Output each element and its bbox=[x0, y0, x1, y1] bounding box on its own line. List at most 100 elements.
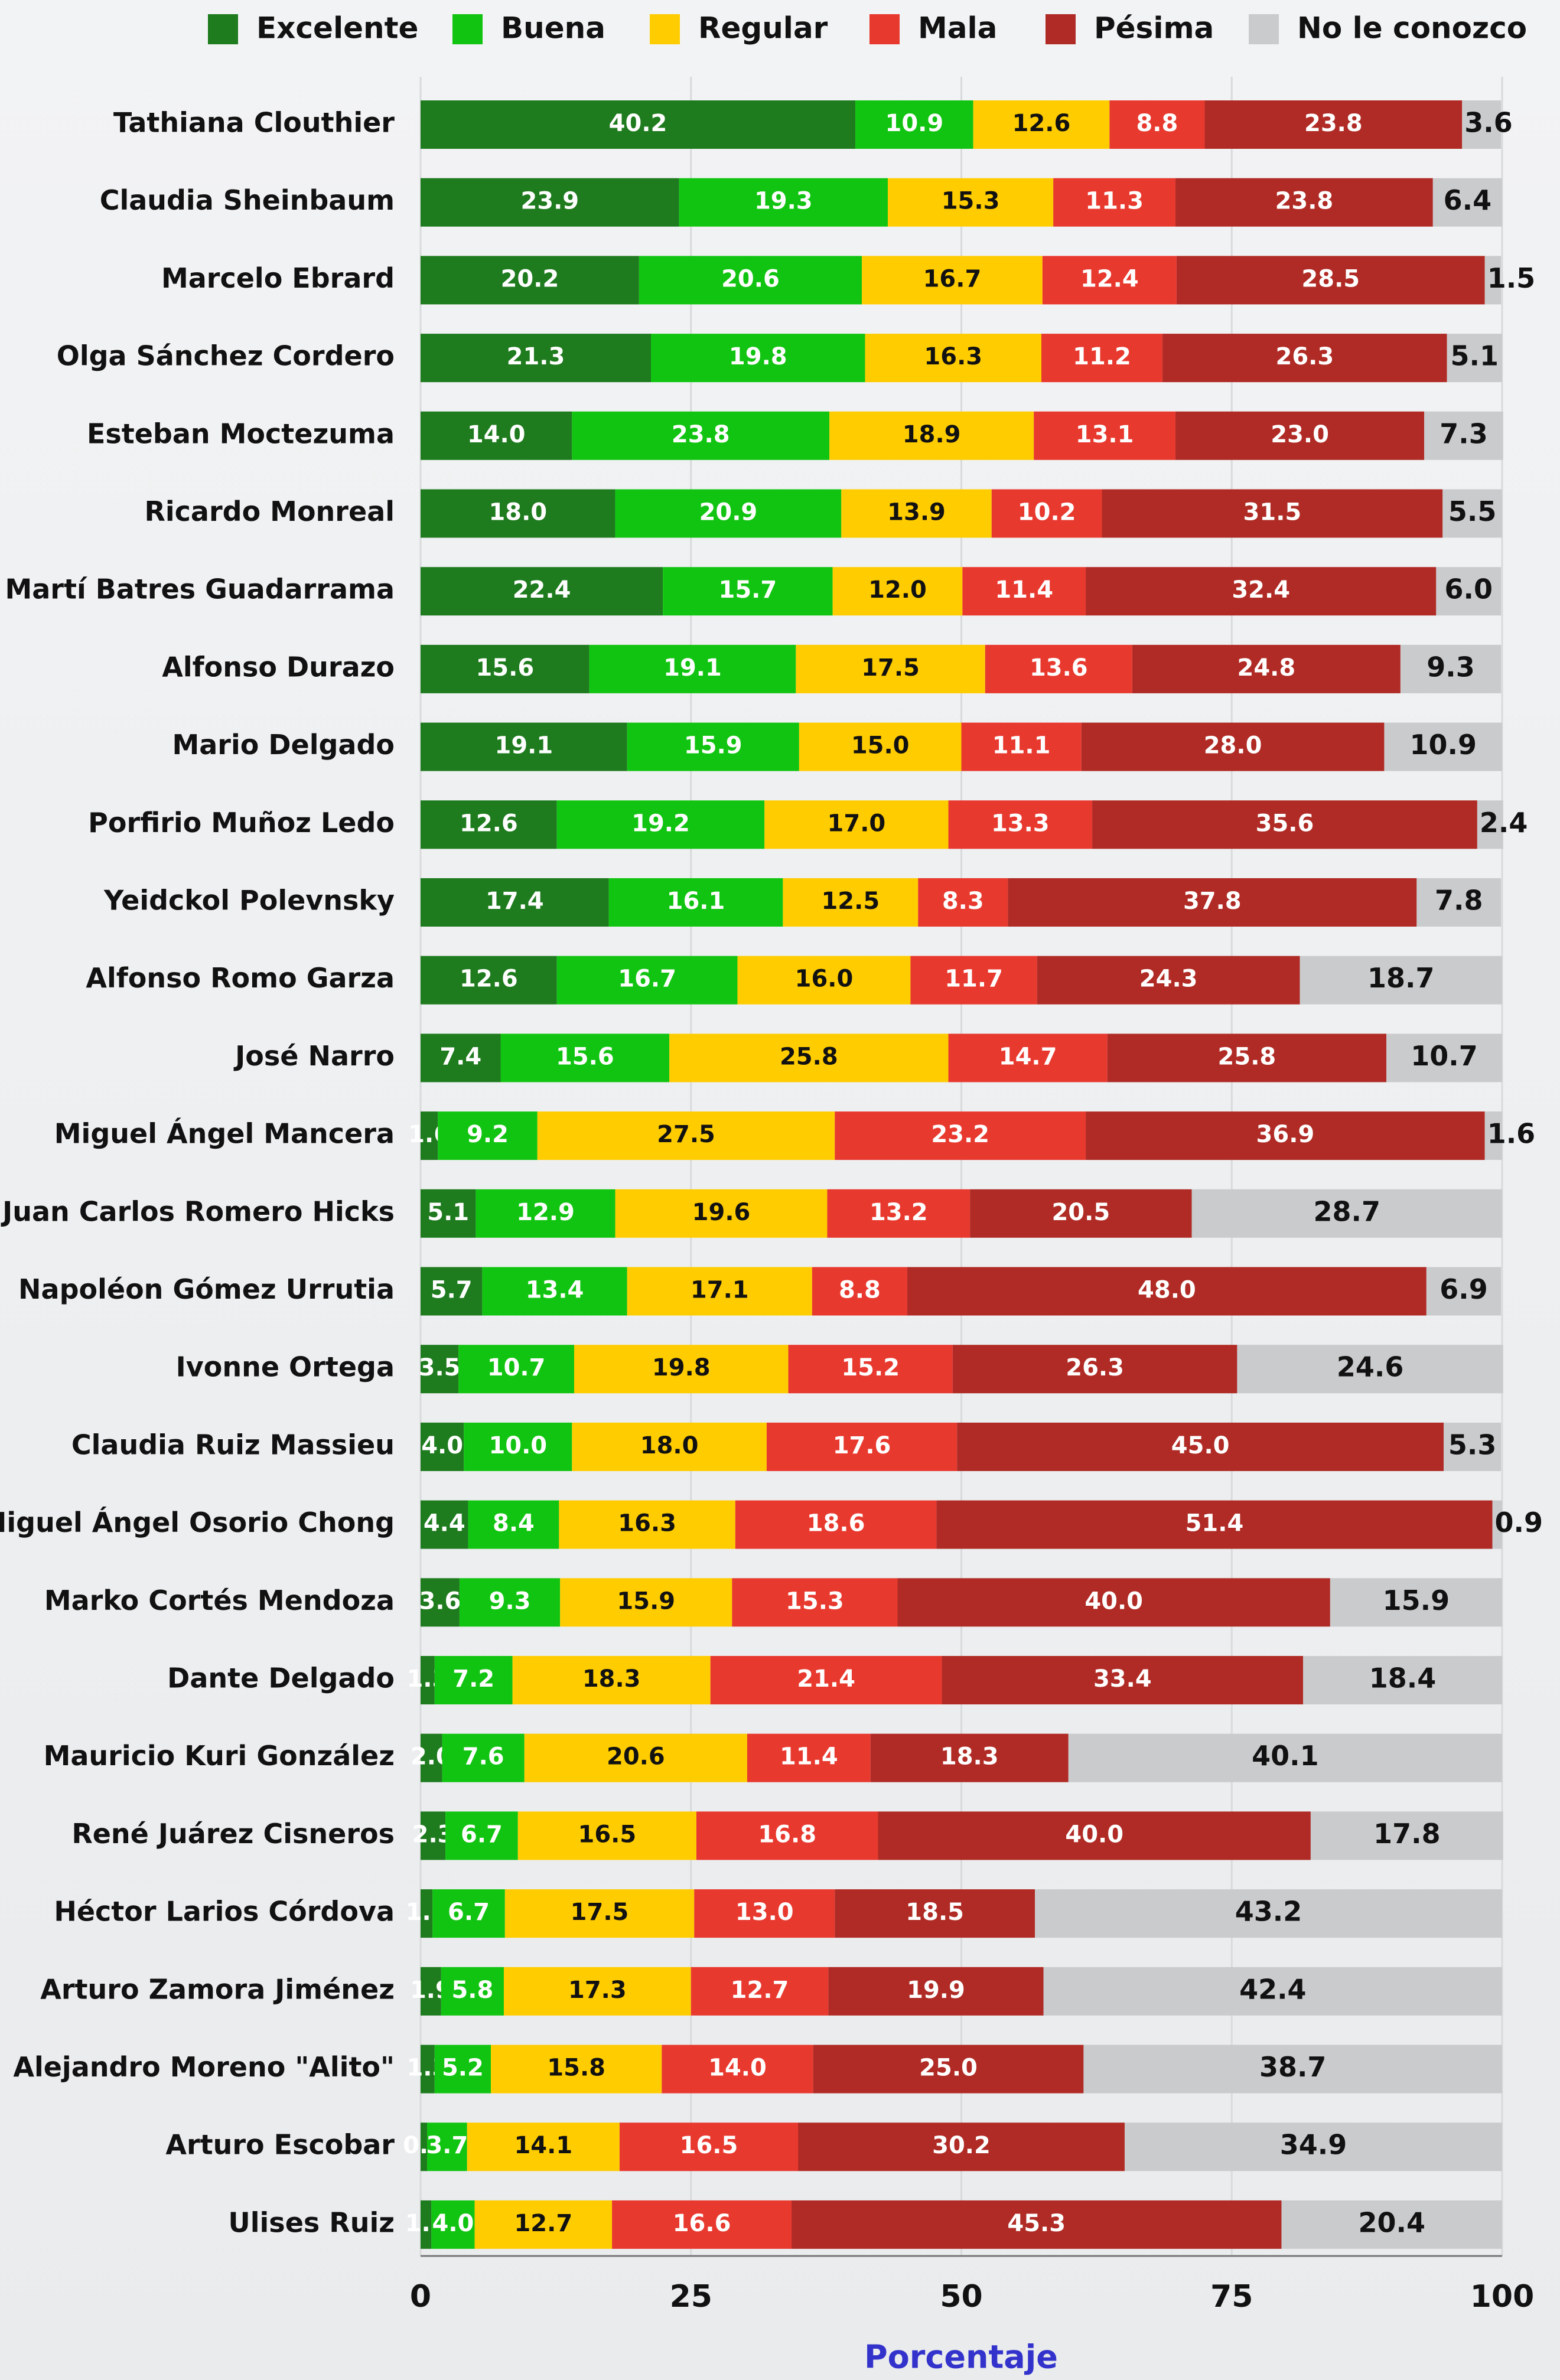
data-label: 19.6 bbox=[692, 1199, 751, 1226]
bar-segment bbox=[556, 800, 765, 849]
bar-segment bbox=[467, 2123, 620, 2172]
bar-segment bbox=[788, 1345, 953, 1394]
data-label: 15.3 bbox=[786, 1587, 844, 1615]
data-label: 7.4 bbox=[439, 1043, 481, 1070]
bar-segment bbox=[468, 1500, 559, 1549]
bar-segment bbox=[434, 2045, 491, 2094]
bar-segment bbox=[1442, 489, 1502, 538]
data-label: 17.3 bbox=[568, 1977, 627, 2004]
data-label: 43.2 bbox=[1235, 1896, 1302, 1928]
bar-segment bbox=[662, 2045, 813, 2094]
data-label: 10.7 bbox=[1411, 1040, 1478, 1072]
data-label: 28.0 bbox=[1204, 732, 1262, 759]
bar-segment bbox=[421, 1111, 438, 1160]
data-label: 40.1 bbox=[1252, 1740, 1319, 1772]
data-label: 18.0 bbox=[488, 499, 547, 526]
legend-swatch bbox=[869, 14, 900, 44]
bar-segment bbox=[421, 1500, 468, 1549]
legend-label: Pésima bbox=[1094, 11, 1214, 45]
data-label: 16.1 bbox=[667, 888, 725, 915]
bar-segment bbox=[421, 1578, 460, 1627]
bar-segment bbox=[835, 1111, 1086, 1160]
data-label: 15.9 bbox=[1383, 1585, 1450, 1616]
data-label: 17.6 bbox=[833, 1432, 891, 1459]
bar-segment bbox=[973, 100, 1110, 149]
legend-label: No le conozco bbox=[1297, 11, 1527, 45]
data-label: 42.4 bbox=[1239, 1973, 1307, 2005]
bar-segment bbox=[537, 1111, 835, 1160]
data-label: 20.5 bbox=[1051, 1199, 1110, 1226]
data-label: 28.7 bbox=[1314, 1195, 1381, 1227]
data-label: 9.2 bbox=[467, 1121, 509, 1148]
bar-segment bbox=[887, 178, 1054, 227]
data-label: 11.3 bbox=[1085, 188, 1144, 215]
data-label: 6.7 bbox=[461, 1821, 503, 1848]
bar-segment bbox=[910, 956, 1037, 1005]
bar-segment bbox=[1081, 722, 1385, 771]
data-label: 45.0 bbox=[1171, 1432, 1230, 1459]
bar-segment bbox=[1041, 334, 1163, 383]
bar-segment bbox=[1237, 1345, 1503, 1394]
bar-segment bbox=[970, 1189, 1192, 1238]
bar-segment bbox=[813, 2045, 1084, 2094]
bar-segment bbox=[421, 1422, 464, 1471]
bar-segment bbox=[1191, 1189, 1502, 1238]
data-label: 24.3 bbox=[1139, 966, 1198, 993]
y-tick-label: Martí Batres Guadarrama bbox=[5, 573, 395, 605]
data-label: 13.3 bbox=[991, 810, 1050, 837]
data-label: 16.0 bbox=[795, 966, 854, 993]
data-label: 15.7 bbox=[719, 576, 777, 604]
data-label: 12.7 bbox=[514, 2210, 572, 2237]
y-tick-label: Napoléon Gómez Urrutia bbox=[18, 1273, 395, 1305]
data-label: 28.5 bbox=[1301, 265, 1360, 292]
y-tick-label: Olga Sánchez Cordero bbox=[57, 340, 395, 372]
data-label: 10.7 bbox=[487, 1354, 546, 1381]
data-label: 17.1 bbox=[691, 1277, 749, 1304]
data-label: 12.6 bbox=[460, 810, 518, 837]
data-label: 6.4 bbox=[1444, 184, 1492, 216]
bar-segment bbox=[421, 489, 615, 538]
bar-segment bbox=[829, 411, 1034, 460]
bar-segment bbox=[1330, 1578, 1502, 1627]
data-label: 11.4 bbox=[780, 1743, 838, 1771]
data-label: 12.6 bbox=[1012, 110, 1071, 137]
bar-segment bbox=[421, 956, 557, 1005]
bar-segment bbox=[1462, 100, 1502, 149]
y-tick-label: Marko Cortés Mendoza bbox=[44, 1585, 395, 1616]
bar-segment bbox=[1083, 2045, 1502, 2094]
bar-segment bbox=[694, 1889, 835, 1938]
data-label: 17.0 bbox=[828, 810, 886, 837]
y-tick-label: Alejandro Moreno "Alito" bbox=[13, 2051, 395, 2083]
bar-segment bbox=[1281, 2200, 1502, 2249]
y-tick-label: Arturo Zamora Jiménez bbox=[40, 1973, 395, 2005]
bar-segment bbox=[559, 1500, 735, 1549]
bar-segment bbox=[482, 1267, 627, 1316]
bar-segment bbox=[1086, 1111, 1485, 1160]
data-label: 19.8 bbox=[652, 1354, 711, 1381]
data-label: 17.5 bbox=[861, 654, 920, 682]
data-label: 14.1 bbox=[514, 2132, 572, 2159]
data-label: 40.0 bbox=[1065, 1821, 1123, 1848]
y-tick-label: Héctor Larios Córdova bbox=[54, 1896, 395, 1928]
data-label: 12.4 bbox=[1080, 265, 1139, 292]
data-label: 32.4 bbox=[1232, 576, 1290, 604]
bar-segment bbox=[798, 2123, 1125, 2172]
data-label: 33.4 bbox=[1093, 1665, 1152, 1693]
data-label: 23.8 bbox=[1304, 110, 1363, 137]
y-tick-label: Yeidckol Polevnsky bbox=[103, 885, 395, 917]
data-label: 13.1 bbox=[1076, 421, 1134, 448]
bar-segment bbox=[907, 1267, 1427, 1316]
bar-segment bbox=[735, 1500, 937, 1549]
data-label: 19.3 bbox=[754, 188, 813, 215]
bar-segment bbox=[878, 1811, 1311, 1860]
bar-segment bbox=[855, 100, 973, 149]
bar-segment bbox=[442, 1733, 525, 1782]
bar-segment bbox=[572, 1422, 767, 1471]
bar-segment bbox=[841, 489, 992, 538]
bar-segment bbox=[445, 1811, 518, 1860]
data-label: 18.3 bbox=[582, 1665, 641, 1693]
y-tick-label: Dante Delgado bbox=[167, 1662, 395, 1694]
bar-segment bbox=[627, 1267, 812, 1316]
bar-segment bbox=[421, 2123, 427, 2172]
bar-segment bbox=[957, 1422, 1444, 1471]
